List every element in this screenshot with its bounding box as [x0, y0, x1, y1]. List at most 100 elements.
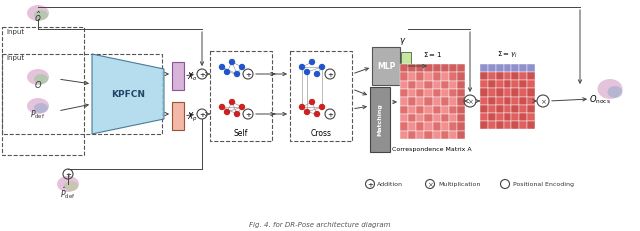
Bar: [2, 55, 162, 134]
FancyBboxPatch shape: [408, 123, 416, 131]
FancyBboxPatch shape: [519, 97, 527, 105]
Text: +: +: [199, 72, 205, 78]
FancyBboxPatch shape: [496, 97, 504, 105]
FancyBboxPatch shape: [416, 90, 424, 98]
Text: $\Sigma = 1$: $\Sigma = 1$: [422, 50, 442, 59]
FancyBboxPatch shape: [440, 98, 449, 106]
FancyBboxPatch shape: [408, 90, 416, 98]
FancyBboxPatch shape: [496, 81, 504, 89]
FancyBboxPatch shape: [519, 81, 527, 89]
FancyBboxPatch shape: [370, 88, 390, 152]
FancyBboxPatch shape: [527, 81, 535, 89]
FancyBboxPatch shape: [457, 98, 465, 106]
FancyBboxPatch shape: [488, 121, 496, 129]
Circle shape: [239, 65, 244, 70]
Circle shape: [310, 60, 314, 65]
Circle shape: [300, 105, 305, 110]
FancyBboxPatch shape: [457, 123, 465, 131]
FancyBboxPatch shape: [449, 98, 457, 106]
FancyBboxPatch shape: [400, 81, 408, 90]
FancyBboxPatch shape: [480, 73, 488, 81]
FancyBboxPatch shape: [449, 123, 457, 131]
FancyBboxPatch shape: [433, 98, 440, 106]
Text: +: +: [199, 112, 205, 118]
Text: MLP: MLP: [377, 62, 395, 71]
FancyBboxPatch shape: [433, 131, 440, 139]
Circle shape: [220, 65, 225, 70]
FancyBboxPatch shape: [527, 97, 535, 105]
FancyBboxPatch shape: [457, 81, 465, 90]
Text: Fig. 4. for DR-Pose architecture diagram: Fig. 4. for DR-Pose architecture diagram: [249, 221, 391, 227]
Text: $\times$: $\times$: [467, 97, 474, 106]
FancyBboxPatch shape: [424, 65, 433, 73]
FancyBboxPatch shape: [433, 123, 440, 131]
Text: $\times$: $\times$: [426, 180, 433, 188]
FancyBboxPatch shape: [488, 73, 496, 81]
FancyBboxPatch shape: [400, 65, 408, 73]
FancyBboxPatch shape: [511, 97, 519, 105]
FancyBboxPatch shape: [519, 113, 527, 121]
Text: $P_{\rm def}$: $P_{\rm def}$: [30, 109, 45, 121]
FancyBboxPatch shape: [488, 89, 496, 97]
Circle shape: [314, 72, 319, 77]
FancyBboxPatch shape: [496, 121, 504, 129]
FancyBboxPatch shape: [504, 97, 511, 105]
FancyBboxPatch shape: [408, 73, 416, 81]
Bar: [290, 52, 352, 141]
Circle shape: [230, 100, 234, 105]
Text: $\Sigma = \gamma_i$: $\Sigma = \gamma_i$: [497, 50, 517, 60]
FancyBboxPatch shape: [424, 73, 433, 81]
FancyBboxPatch shape: [400, 106, 408, 115]
Text: Addition: Addition: [377, 182, 403, 187]
FancyBboxPatch shape: [433, 81, 440, 90]
FancyBboxPatch shape: [424, 106, 433, 115]
FancyBboxPatch shape: [416, 73, 424, 81]
FancyBboxPatch shape: [408, 65, 416, 73]
FancyBboxPatch shape: [457, 106, 465, 115]
FancyBboxPatch shape: [416, 98, 424, 106]
Circle shape: [319, 65, 324, 70]
FancyBboxPatch shape: [457, 115, 465, 123]
FancyBboxPatch shape: [172, 103, 184, 131]
FancyBboxPatch shape: [424, 131, 433, 139]
FancyBboxPatch shape: [416, 115, 424, 123]
FancyBboxPatch shape: [449, 73, 457, 81]
FancyBboxPatch shape: [496, 105, 504, 113]
Circle shape: [319, 105, 324, 110]
Bar: [2, 28, 84, 155]
Text: KPFCN: KPFCN: [111, 90, 145, 99]
Text: +: +: [327, 112, 333, 118]
FancyBboxPatch shape: [480, 105, 488, 113]
FancyBboxPatch shape: [504, 73, 511, 81]
FancyBboxPatch shape: [511, 89, 519, 97]
Circle shape: [234, 112, 239, 117]
FancyBboxPatch shape: [449, 81, 457, 90]
Circle shape: [305, 110, 310, 115]
Ellipse shape: [34, 11, 48, 21]
Text: $X_p$: $X_p$: [187, 110, 198, 123]
Circle shape: [314, 112, 319, 117]
Ellipse shape: [27, 6, 49, 22]
FancyBboxPatch shape: [440, 65, 449, 73]
PathPatch shape: [92, 55, 164, 134]
FancyBboxPatch shape: [504, 113, 511, 121]
FancyBboxPatch shape: [511, 105, 519, 113]
Circle shape: [220, 105, 225, 110]
FancyBboxPatch shape: [440, 123, 449, 131]
FancyBboxPatch shape: [372, 48, 400, 86]
Text: $\hat{o}$: $\hat{o}$: [34, 10, 42, 24]
Text: Positional Encoding: Positional Encoding: [513, 182, 574, 187]
FancyBboxPatch shape: [457, 90, 465, 98]
FancyBboxPatch shape: [424, 98, 433, 106]
FancyBboxPatch shape: [496, 65, 504, 73]
FancyBboxPatch shape: [416, 131, 424, 139]
FancyBboxPatch shape: [504, 89, 511, 97]
FancyBboxPatch shape: [400, 115, 408, 123]
FancyBboxPatch shape: [424, 115, 433, 123]
Text: +: +: [65, 171, 71, 177]
Text: Cross: Cross: [310, 129, 332, 138]
FancyBboxPatch shape: [511, 81, 519, 89]
FancyBboxPatch shape: [519, 65, 527, 73]
FancyBboxPatch shape: [519, 73, 527, 81]
FancyBboxPatch shape: [511, 113, 519, 121]
